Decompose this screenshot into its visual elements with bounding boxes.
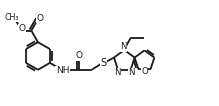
Text: N: N <box>120 42 127 51</box>
Text: S: S <box>101 58 107 68</box>
Text: O: O <box>75 51 82 60</box>
Text: O: O <box>18 24 25 33</box>
Text: O: O <box>37 14 44 23</box>
Text: N: N <box>128 68 134 77</box>
Text: NH: NH <box>56 66 69 75</box>
Text: CH₃: CH₃ <box>5 13 19 22</box>
Text: O: O <box>141 67 148 76</box>
Text: N: N <box>114 68 121 77</box>
